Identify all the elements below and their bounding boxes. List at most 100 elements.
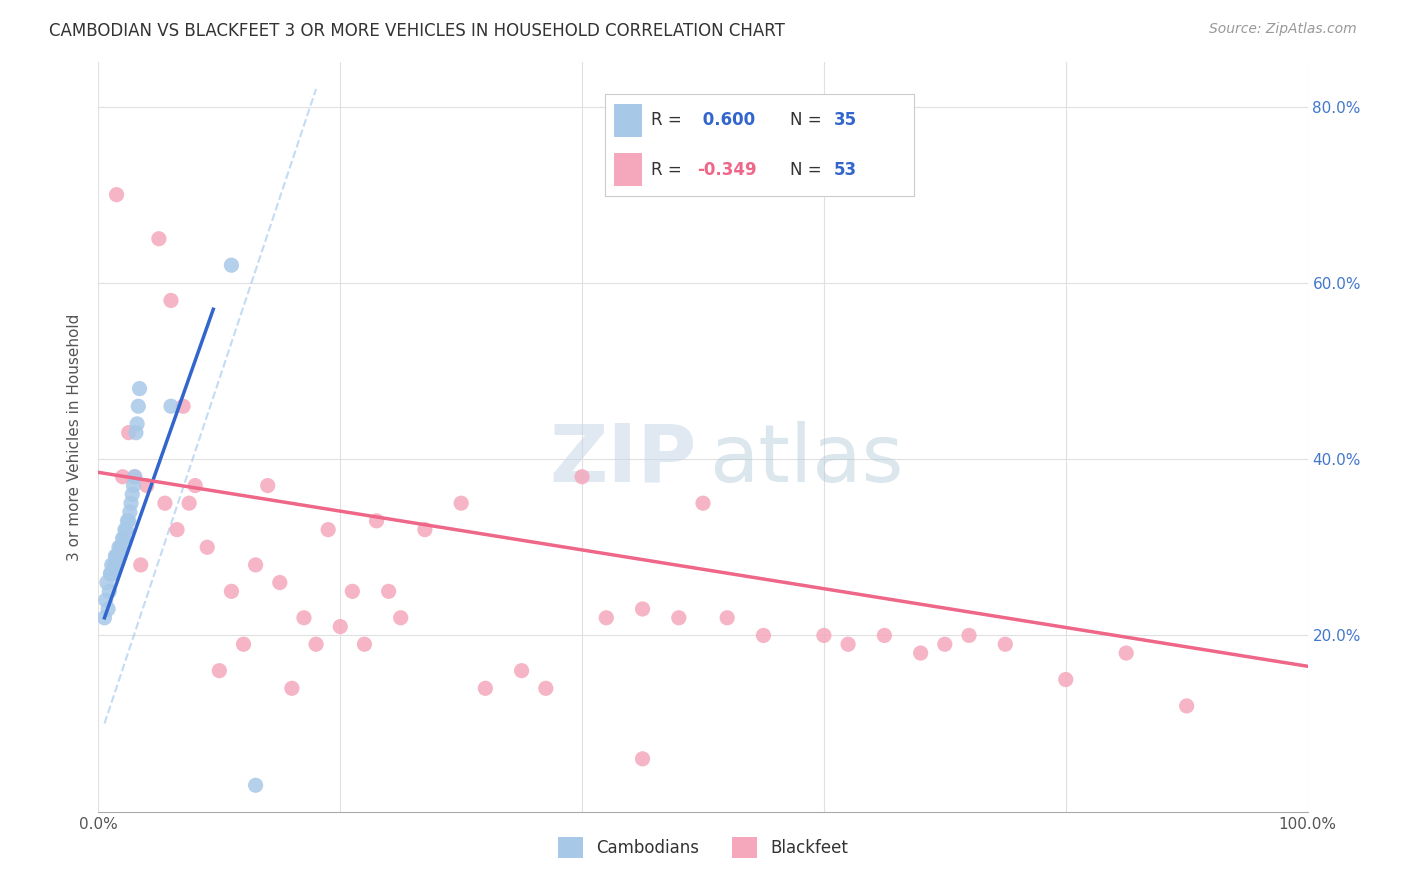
Point (172, 399, 194, 413)
Point (135, 478, 157, 492)
Point (93, 611, 115, 625)
Point (245, 778, 267, 792)
Point (292, 611, 315, 625)
Point (127, 417, 149, 431)
Point (110, 541, 132, 555)
Point (105, 558, 128, 572)
Point (111, 469, 134, 483)
Text: ZIP: ZIP (550, 420, 697, 499)
Text: 53: 53 (834, 161, 856, 178)
Point (118, 505, 141, 519)
Point (450, 496, 472, 510)
Point (1115, 646, 1137, 660)
Point (100, 566, 122, 581)
Point (994, 637, 1017, 651)
Point (1175, 698, 1198, 713)
Point (103, 558, 125, 572)
Point (837, 637, 859, 651)
Text: -0.349: -0.349 (697, 161, 756, 178)
Point (256, 478, 278, 492)
Point (160, 399, 183, 413)
Text: atlas: atlas (709, 420, 904, 499)
Point (873, 628, 896, 642)
Point (105, 549, 128, 563)
Point (957, 628, 980, 642)
Point (148, 232, 170, 246)
Point (101, 566, 124, 581)
Point (716, 611, 738, 625)
Point (316, 523, 339, 537)
Point (631, 602, 654, 616)
Point (366, 514, 388, 528)
Point (118, 425, 141, 440)
Point (125, 425, 148, 440)
Text: N =: N = (790, 161, 827, 178)
Point (269, 575, 291, 590)
Point (377, 584, 399, 599)
Point (122, 478, 145, 492)
Point (121, 487, 143, 501)
Point (474, 681, 496, 696)
Point (128, 382, 150, 396)
Point (221, 258, 243, 272)
Point (813, 628, 835, 642)
Point (112, 532, 135, 546)
Point (413, 523, 436, 537)
Point (1054, 673, 1077, 687)
Point (910, 646, 932, 660)
Point (305, 637, 328, 651)
Bar (614, 153, 641, 186)
Point (571, 469, 593, 483)
Point (281, 681, 304, 696)
Text: 0.600: 0.600 (697, 112, 755, 129)
Point (631, 752, 654, 766)
Point (221, 584, 243, 599)
Point (389, 611, 412, 625)
Point (94, 593, 117, 607)
Bar (614, 104, 641, 136)
Point (111, 532, 134, 546)
Point (934, 637, 956, 651)
Point (184, 478, 207, 492)
Point (100, 566, 122, 581)
Point (510, 664, 533, 678)
Point (100, 558, 122, 572)
Point (129, 558, 152, 572)
Point (117, 514, 139, 528)
Point (179, 496, 201, 510)
Y-axis label: 3 or more Vehicles in Household: 3 or more Vehicles in Household (67, 313, 83, 561)
Point (160, 293, 183, 308)
Point (692, 496, 714, 510)
Point (104, 549, 127, 563)
Point (108, 541, 131, 555)
Point (166, 523, 188, 537)
Point (107, 549, 129, 563)
Point (96, 575, 118, 590)
Point (127, 399, 149, 413)
Point (153, 496, 176, 510)
Point (98, 584, 121, 599)
Text: CAMBODIAN VS BLACKFEET 3 OR MORE VEHICLES IN HOUSEHOLD CORRELATION CHART: CAMBODIAN VS BLACKFEET 3 OR MORE VEHICLE… (49, 22, 785, 40)
Point (118, 514, 141, 528)
Point (114, 523, 136, 537)
Point (105, 187, 128, 202)
Text: 35: 35 (834, 112, 856, 129)
Point (115, 523, 138, 537)
Point (120, 496, 142, 510)
Point (329, 619, 352, 633)
Point (668, 611, 690, 625)
Point (124, 469, 146, 483)
Point (353, 637, 375, 651)
Point (108, 541, 131, 555)
Point (595, 611, 617, 625)
Point (752, 628, 775, 642)
Point (97, 602, 120, 616)
Text: N =: N = (790, 112, 827, 129)
Point (534, 681, 557, 696)
Text: Source: ZipAtlas.com: Source: ZipAtlas.com (1209, 22, 1357, 37)
Legend: Cambodians, Blackfeet: Cambodians, Blackfeet (551, 830, 855, 864)
Text: R =: R = (651, 112, 688, 129)
Point (342, 584, 364, 599)
Point (124, 469, 146, 483)
Point (195, 541, 218, 555)
